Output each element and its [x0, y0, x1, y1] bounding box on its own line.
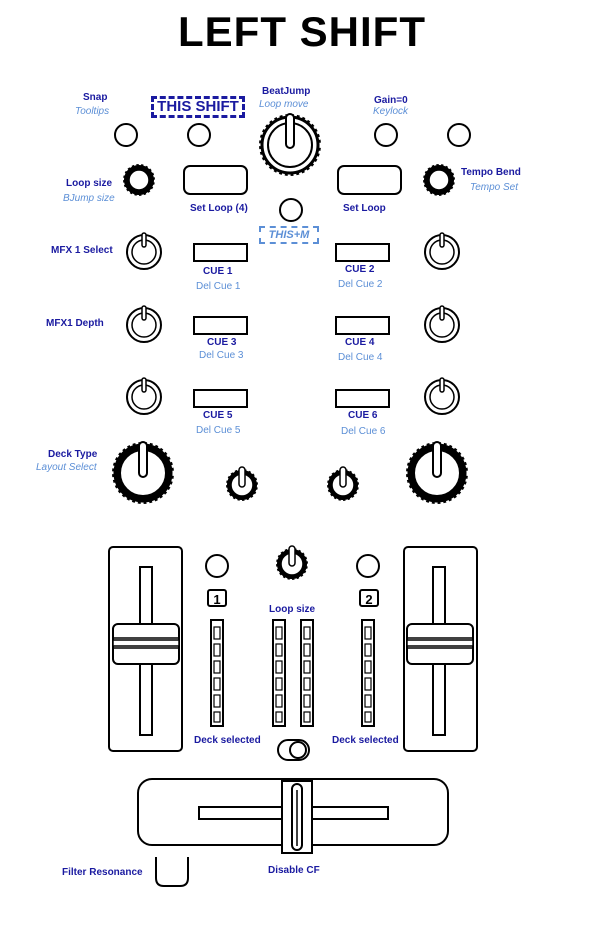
- cue1-pad[interactable]: [193, 243, 248, 262]
- beatjump-encoder[interactable]: [257, 112, 323, 178]
- loop-size-left-label: Loop size: [66, 178, 113, 189]
- this-m-badge: THIS+M: [259, 226, 319, 244]
- mfx1-depth-label: MFX1 Depth: [46, 318, 104, 329]
- top-right-button[interactable]: [447, 123, 471, 147]
- cue3-pad[interactable]: [193, 316, 248, 335]
- mfx1-select-knob[interactable]: [126, 232, 162, 270]
- cue5-pad[interactable]: [193, 389, 248, 408]
- del-cue3-label: Del Cue 3: [199, 350, 244, 361]
- this-shift-button[interactable]: [187, 123, 211, 147]
- set-loop-label: Set Loop: [343, 203, 386, 214]
- this-shift-badge: THIS SHIFT: [151, 96, 245, 118]
- loop-move-label: Loop move: [259, 99, 309, 110]
- fx-knob-right-2[interactable]: [424, 305, 460, 343]
- snap-label: Snap: [83, 92, 108, 103]
- crossfader[interactable]: [137, 778, 449, 854]
- deck-toggle-switch[interactable]: [277, 739, 310, 761]
- del-cue2-label: Del Cue 2: [338, 279, 383, 290]
- tooltips-label: Tooltips: [75, 106, 110, 117]
- bjump-size-label: BJump size: [63, 193, 115, 204]
- deck2-badge: [359, 589, 379, 607]
- mfx1-select-label: MFX 1 Select: [51, 245, 113, 256]
- deck2-number: 2: [365, 592, 372, 607]
- cue3-label: CUE 3: [207, 337, 237, 348]
- vu-meter-deck1: [210, 619, 224, 727]
- cue6-label: CUE 6: [348, 410, 378, 421]
- del-cue4-label: Del Cue 4: [338, 352, 383, 363]
- disable-cf-label: Disable CF: [268, 865, 320, 876]
- cue4-pad[interactable]: [335, 316, 390, 335]
- vu-meter-master-right: [300, 619, 314, 727]
- cue4-label: CUE 4: [345, 337, 375, 348]
- gain0-label: Gain=0: [374, 95, 408, 106]
- del-cue6-label: Del Cue 6: [341, 426, 386, 437]
- deck1-badge: [207, 589, 227, 607]
- del-cue5-label: Del Cue 5: [196, 425, 241, 436]
- deck1-top-button[interactable]: [205, 554, 229, 578]
- tempo-bend-encoder[interactable]: [422, 163, 456, 197]
- tempo-set-label: Tempo Set: [470, 182, 518, 193]
- pitch-fader-left[interactable]: [108, 546, 183, 752]
- fx-knob-left-3[interactable]: [126, 377, 162, 415]
- fx-knob-right-3[interactable]: [424, 377, 460, 415]
- loop-size-encoder-mid[interactable]: [275, 545, 309, 581]
- snap-button[interactable]: [114, 123, 138, 147]
- filter-knob-right[interactable]: [326, 466, 360, 502]
- deck-type-knob-left[interactable]: [110, 440, 176, 506]
- fx-knob-right-1[interactable]: [424, 232, 460, 270]
- gain0-button[interactable]: [374, 123, 398, 147]
- set-loop-4-pad[interactable]: [183, 165, 248, 195]
- keylock-label: Keylock: [373, 106, 409, 117]
- cue5-label: CUE 5: [203, 410, 233, 421]
- deck1-number: 1: [213, 592, 220, 607]
- cue2-pad[interactable]: [335, 243, 390, 262]
- tempo-bend-label: Tempo Bend: [461, 167, 521, 178]
- loop-size-mid-label: Loop size: [269, 604, 316, 615]
- deck-type-label: Deck Type: [48, 449, 98, 460]
- page-title: LEFT SHIFT: [178, 8, 426, 55]
- filter-resonance-knob[interactable]: [155, 857, 189, 887]
- filter-knob-left[interactable]: [225, 466, 259, 502]
- beatjump-label: BeatJump: [262, 86, 311, 97]
- set-loop-pad[interactable]: [337, 165, 402, 195]
- deck-selected-right-label: Deck selected: [332, 735, 399, 746]
- filter-resonance-label: Filter Resonance: [62, 867, 143, 878]
- cue1-label: CUE 1: [203, 266, 233, 277]
- deck-knob-right[interactable]: [404, 440, 470, 506]
- vu-meter-master-left: [272, 619, 286, 727]
- del-cue1-label: Del Cue 1: [196, 281, 241, 292]
- m-button[interactable]: [279, 198, 303, 222]
- pitch-fader-right[interactable]: [403, 546, 478, 752]
- deck-selected-left-label: Deck selected: [194, 735, 261, 746]
- deck2-top-button[interactable]: [356, 554, 380, 578]
- vu-meter-deck2: [361, 619, 375, 727]
- loop-size-encoder-left[interactable]: [122, 163, 156, 197]
- cue2-label: CUE 2: [345, 264, 375, 275]
- set-loop-4-label: Set Loop (4): [190, 203, 248, 214]
- cue6-pad[interactable]: [335, 389, 390, 408]
- layout-select-label: Layout Select: [36, 462, 97, 473]
- mfx1-depth-knob[interactable]: [126, 305, 162, 343]
